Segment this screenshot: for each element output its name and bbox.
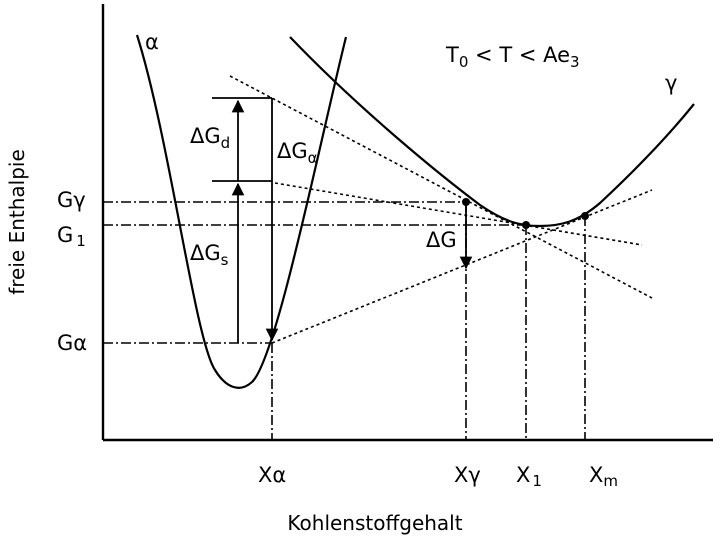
tangent-gamma-steep-line: [229, 75, 653, 299]
point-x1: [522, 221, 530, 229]
tangent-lines: [229, 75, 653, 344]
point-x-gamma: [462, 198, 470, 206]
dga-text: ΔG: [277, 139, 308, 163]
g-gamma-text: G: [57, 188, 73, 212]
tangent-common-line: [271, 189, 653, 344]
g-alpha-text: G: [57, 331, 73, 355]
level-lines: [103, 201, 526, 344]
tangent-gamma-flat-line: [274, 182, 643, 246]
alpha-curve: [135, 34, 348, 389]
x-alpha-subscript: α: [272, 463, 286, 487]
x1-subscript: 1: [532, 472, 542, 490]
g-alpha-label: Gα: [57, 331, 87, 355]
dg-label: ΔG: [426, 228, 457, 252]
x-alpha-label: Xα: [258, 463, 286, 487]
dga-label: ΔGα: [277, 139, 318, 167]
arrows: [231, 98, 473, 343]
bracket-ticks: [212, 97, 272, 182]
dgd-subscript: d: [221, 134, 231, 152]
g1-text: G: [57, 223, 73, 247]
gamma-curve-label: γ: [665, 71, 677, 95]
point-xm: [581, 212, 589, 220]
y-axis-title: freie Enthalpie: [5, 149, 29, 295]
xm-label: Xm: [589, 463, 618, 490]
dgs-label: ΔGs: [190, 241, 229, 269]
g-alpha-subscript: α: [73, 331, 87, 355]
t0-text: T: [445, 43, 459, 67]
g1-subscript: 1: [76, 232, 86, 250]
t0-subscript: 0: [459, 53, 469, 71]
g-gamma-subscript: γ: [73, 188, 85, 212]
x-alpha-text: X: [258, 463, 272, 487]
dgs-text: ΔG: [190, 241, 221, 265]
dga-subscript: α: [308, 149, 318, 167]
x1-text: X: [516, 463, 530, 487]
tangent-points: [462, 198, 589, 229]
alpha-curve-label: α: [145, 30, 159, 54]
dgd-label: ΔGd: [190, 124, 230, 152]
xm-text: X: [589, 463, 603, 487]
x-gamma-label: Xγ: [454, 463, 481, 487]
axes: [101, 4, 713, 442]
x-axis-title: Kohlenstoffgehalt: [287, 511, 462, 535]
x-gamma-text: X: [454, 463, 468, 487]
dgd-text: ΔG: [190, 124, 221, 148]
dgs-subscript: s: [221, 251, 229, 269]
condition-middle: < T <: [468, 43, 543, 67]
ae-subscript: 3: [570, 53, 580, 71]
temperature-condition-label: T0 < T < Ae3: [445, 43, 580, 71]
ae-text: Ae: [543, 43, 570, 67]
xm-subscript: m: [603, 472, 618, 490]
g-gamma-label: Gγ: [57, 188, 86, 212]
gamma-curve: [289, 36, 695, 228]
x-gamma-subscript: γ: [468, 463, 480, 487]
